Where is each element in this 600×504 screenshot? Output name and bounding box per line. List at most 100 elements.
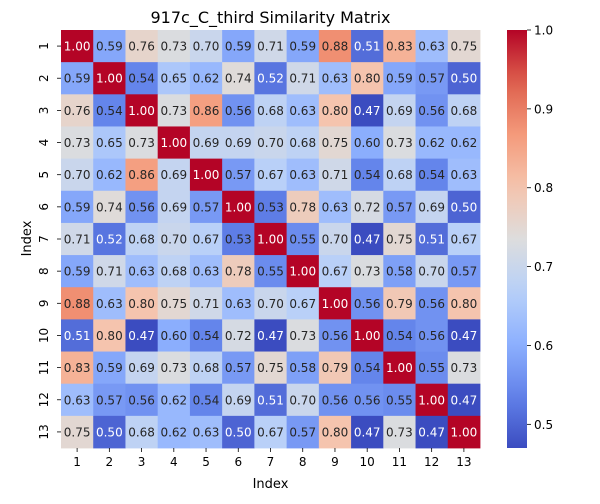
heatmap-cell-r1-c10 xyxy=(351,30,384,63)
cell-value-r13-c6: 0.50 xyxy=(225,425,252,439)
cell-value-r13-c5: 0.63 xyxy=(193,425,220,439)
cell-value-r9-c1: 0.88 xyxy=(64,297,91,311)
heatmap-cells xyxy=(61,30,481,449)
cell-value-r11-c12: 0.55 xyxy=(418,361,445,375)
heatmap-cell-r1-c6 xyxy=(222,30,255,63)
cell-value-r7-c13: 0.67 xyxy=(451,233,478,247)
colorbar-tick-label-3: 0.8 xyxy=(534,181,553,195)
heatmap-cell-r3-c2 xyxy=(93,94,126,127)
cell-value-r13-c1: 0.75 xyxy=(64,425,91,439)
cell-value-r9-c10: 0.56 xyxy=(354,297,381,311)
cell-value-r13-c13: 1.00 xyxy=(451,425,478,439)
colorbar: 0.5 0.6 0.7 0.8 0.9 1.0 xyxy=(507,24,553,448)
heatmap-cell-r5-c7 xyxy=(254,158,288,192)
cell-value-r13-c7: 0.67 xyxy=(257,425,284,439)
heatmap-cell-r12-c5 xyxy=(189,383,223,417)
heatmap-cell-r1-c8 xyxy=(286,30,320,63)
x-tick-label-2: 2 xyxy=(106,455,114,469)
cell-value-r7-c5: 0.67 xyxy=(193,233,220,247)
cell-value-r8-c1: 0.59 xyxy=(64,265,91,279)
cell-value-r11-c2: 0.59 xyxy=(96,361,123,375)
colorbar-tick-label-5: 1.0 xyxy=(534,24,553,38)
cell-value-r8-c11: 0.58 xyxy=(386,265,413,279)
cell-value-r3-c3: 1.00 xyxy=(128,104,155,118)
cell-value-r1-c12: 0.63 xyxy=(418,40,445,54)
heatmap-cell-r2-c2 xyxy=(93,62,126,95)
x-tick-label-10: 10 xyxy=(360,455,375,469)
cell-value-r10-c5: 0.54 xyxy=(193,329,220,343)
heatmap-cell-r12-c13 xyxy=(447,383,481,417)
heatmap-cell-r8-c2 xyxy=(93,255,126,288)
heatmap-cell-r9-c6 xyxy=(222,287,255,320)
heatmap-cell-r6-c13 xyxy=(447,190,481,224)
heatmap-cell-r3-c10 xyxy=(351,94,384,127)
heatmap-cell-r6-c6 xyxy=(222,190,255,224)
heatmap-cell-r6-c3 xyxy=(125,190,159,224)
heatmap-cell-r5-c5 xyxy=(189,158,223,192)
cell-value-r13-c3: 0.68 xyxy=(128,425,155,439)
heatmap-cell-r6-c10 xyxy=(351,190,384,224)
heatmap-cell-r6-c9 xyxy=(318,190,352,224)
cell-value-r12-c2: 0.57 xyxy=(96,393,123,407)
cell-value-r13-c2: 0.50 xyxy=(96,425,123,439)
heatmap-cell-r11-c2 xyxy=(93,351,126,385)
cell-value-r12-c8: 0.70 xyxy=(289,393,316,407)
cell-value-r7-c11: 0.75 xyxy=(386,233,413,247)
heatmap-cell-r8-c11 xyxy=(383,255,416,288)
heatmap-cell-r10-c7 xyxy=(254,319,288,352)
heatmap-cell-r13-c1 xyxy=(61,415,94,449)
cell-value-r13-c11: 0.73 xyxy=(386,425,413,439)
cell-value-r4-c6: 0.69 xyxy=(225,136,252,150)
heatmap-cell-r7-c3 xyxy=(125,222,159,256)
cell-value-r4-c4: 1.00 xyxy=(160,136,187,150)
cell-value-r9-c3: 0.80 xyxy=(128,297,155,311)
cell-value-r12-c5: 0.54 xyxy=(193,393,220,407)
heatmap-cell-r2-c4 xyxy=(157,62,191,95)
cell-value-r9-c13: 0.80 xyxy=(451,297,478,311)
heatmap-cell-r1-c9 xyxy=(318,30,352,63)
heatmap-cell-r9-c3 xyxy=(125,287,159,320)
x-tick-label-8: 8 xyxy=(299,455,307,469)
heatmap-cell-r11-c4 xyxy=(157,351,191,385)
heatmap-cell-r7-c9 xyxy=(318,222,352,256)
cell-value-r8-c3: 0.63 xyxy=(128,265,155,279)
heatmap-cell-r11-c11 xyxy=(383,351,416,385)
chart-title: 917c_C_third Similarity Matrix xyxy=(150,8,390,28)
cell-value-r6-c13: 0.50 xyxy=(451,200,478,214)
heatmap-cell-r4-c9 xyxy=(318,126,352,160)
heatmap-cell-r5-c6 xyxy=(222,158,255,192)
heatmap-cell-r13-c8 xyxy=(286,415,320,449)
cell-value-r2-c11: 0.59 xyxy=(386,72,413,86)
cell-value-r13-c4: 0.62 xyxy=(160,425,187,439)
cell-value-r5-c3: 0.86 xyxy=(128,168,155,182)
heatmap-cell-r12-c12 xyxy=(415,383,449,417)
heatmap-cell-r1-c3 xyxy=(125,30,159,63)
heatmap-cell-r5-c11 xyxy=(383,158,416,192)
heatmap-cell-r12-c3 xyxy=(125,383,159,417)
cell-value-r1-c13: 0.75 xyxy=(451,40,478,54)
cell-value-r1-c5: 0.70 xyxy=(193,40,220,54)
y-tick-label-3: 3 xyxy=(37,107,51,115)
heatmap-cell-r11-c13 xyxy=(447,351,481,385)
heatmap-cell-r5-c2 xyxy=(93,158,126,192)
cell-value-r6-c5: 0.57 xyxy=(193,200,220,214)
heatmap-cell-r8-c13 xyxy=(447,255,481,288)
cell-value-r3-c13: 0.68 xyxy=(451,104,478,118)
heatmap-cell-r11-c10 xyxy=(351,351,384,385)
heatmap-cell-r7-c13 xyxy=(447,222,481,256)
heatmap-cell-r4-c11 xyxy=(383,126,416,160)
heatmap-cell-r5-c12 xyxy=(415,158,449,192)
cell-value-r6-c9: 0.63 xyxy=(322,200,349,214)
heatmap-cell-r5-c9 xyxy=(318,158,352,192)
y-tick-label-2: 2 xyxy=(37,74,51,82)
cell-value-r6-c11: 0.57 xyxy=(386,200,413,214)
heatmap-cell-r9-c11 xyxy=(383,287,416,320)
cell-value-r5-c11: 0.68 xyxy=(386,168,413,182)
heatmap-cell-r10-c2 xyxy=(93,319,126,352)
cell-value-r3-c10: 0.47 xyxy=(354,104,381,118)
cell-value-r6-c1: 0.59 xyxy=(64,200,91,214)
heatmap-cell-r9-c4 xyxy=(157,287,191,320)
heatmap-cell-r10-c10 xyxy=(351,319,384,352)
cell-value-r12-c7: 0.51 xyxy=(257,393,284,407)
